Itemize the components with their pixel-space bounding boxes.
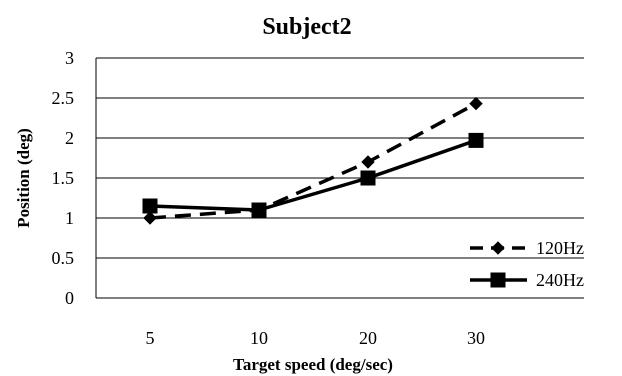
x-tick-label: 10 [250,328,268,348]
axes [95,58,584,299]
y-tick-label: 1.5 [52,168,75,188]
x-tick-label: 20 [359,328,377,348]
y-tick-label: 0 [65,288,74,308]
data-point-240hz [142,198,158,214]
legend-label: 240Hz [536,270,584,290]
data-point-240hz [251,202,267,218]
series-120hz [143,96,483,225]
y-tick-label: 2.5 [52,88,75,108]
legend-item-120hz: 120Hz [470,238,584,258]
data-point-240hz [360,170,376,186]
y-tick-label: 0.5 [52,248,75,268]
legend-swatch-marker [490,272,506,288]
x-tick-label: 5 [146,328,155,348]
chart-title: Subject2 [262,14,351,40]
y-tick-labels: 0 0.5 1 1.5 2 2.5 3 [52,48,75,308]
data-point-240hz [468,132,484,148]
x-tick-label: 30 [467,328,485,348]
legend-item-240hz: 240Hz [470,270,584,290]
grid-lines [96,57,584,259]
y-tick-label: 2 [65,128,74,148]
y-tick-label: 1 [65,208,74,228]
legend-swatch-marker [491,241,505,255]
y-axis-label: Position (deg) [14,128,33,228]
series-240hz [142,132,484,218]
series-group [142,96,484,225]
data-point-120hz [143,211,157,225]
data-point-120hz [469,96,483,111]
x-tick-labels: 5 10 20 30 [146,328,486,348]
series-line-120hz [149,102,477,220]
legend-label: 120Hz [536,238,584,258]
legend: 120Hz 240Hz [470,238,584,290]
data-point-120hz [361,155,375,169]
y-tick-label: 3 [65,48,74,68]
series-line-240hz [149,138,477,212]
x-axis-label: Target speed (deg/sec) [233,355,393,374]
